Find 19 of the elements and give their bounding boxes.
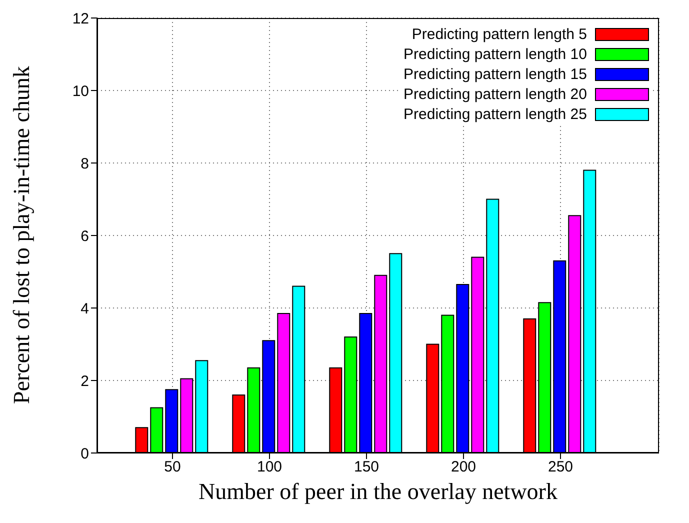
y-tick-label: 6	[80, 228, 89, 245]
x-tick-label: 100	[256, 458, 282, 476]
y-tick-label: 0	[80, 445, 89, 462]
x-tick-label: 50	[164, 458, 181, 476]
legend-label: Predicting pattern length 20	[404, 86, 587, 102]
legend-label: Predicting pattern length 25	[404, 106, 587, 122]
y-tick-label: 8	[80, 155, 89, 172]
legend-label: Predicting pattern length 5	[412, 26, 587, 42]
x-tick-label: 250	[548, 458, 574, 476]
x-tick-label: 200	[450, 458, 476, 476]
x-axis-title: Number of peer in the overlay network	[198, 479, 558, 505]
y-axis-title: Percent of lost to play-in-time chunk	[9, 64, 35, 406]
legend-label: Predicting pattern length 10	[404, 46, 587, 62]
y-tick-label: 4	[80, 300, 89, 318]
x-tick-label: 150	[354, 458, 380, 476]
y-tick-label: 12	[72, 10, 89, 28]
y-tick-label: 2	[80, 372, 89, 390]
y-tick-label: 10	[72, 82, 89, 100]
legend-label: Predicting pattern length 15	[404, 66, 587, 82]
